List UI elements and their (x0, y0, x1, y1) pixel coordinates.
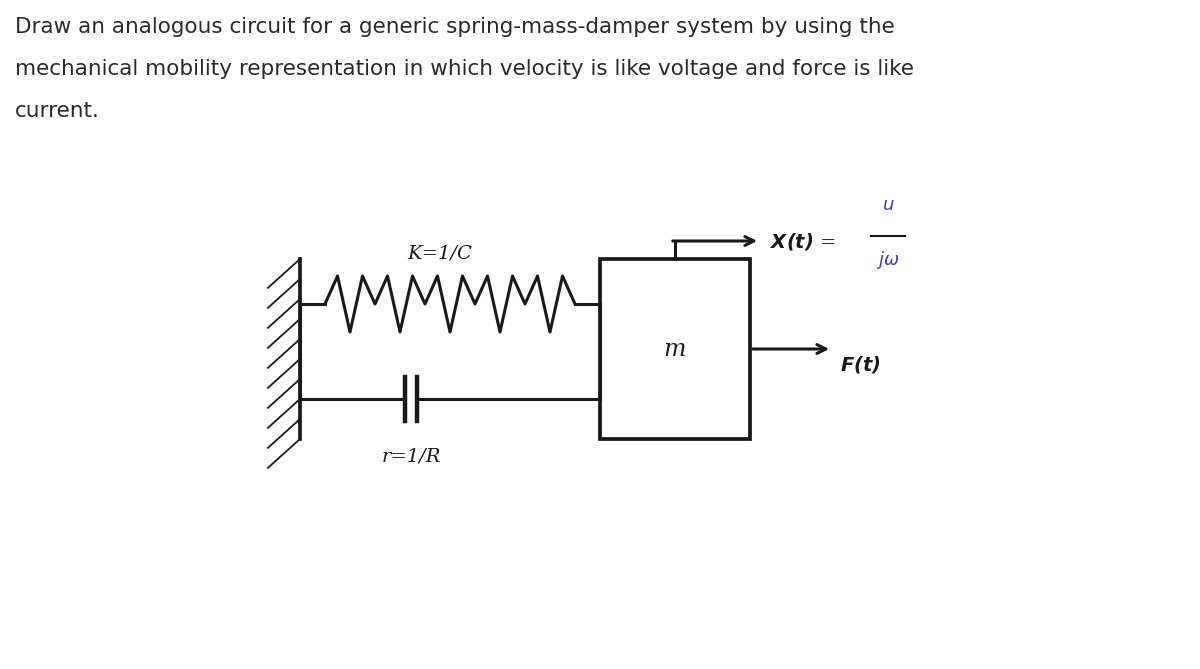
Text: Draw an analogous circuit for a generic spring-mass-damper system by using the: Draw an analogous circuit for a generic … (14, 17, 895, 37)
Bar (600, 259, 750, 439)
Text: K=1/C: K=1/C (408, 244, 473, 262)
Text: $\mathit{j\omega}$: $\mathit{j\omega}$ (876, 249, 900, 271)
Text: m: m (664, 337, 686, 361)
Text: $\bfit{X(t)}$ =: $\bfit{X(t)}$ = (770, 231, 835, 252)
Text: current.: current. (14, 101, 100, 121)
Text: mechanical mobility representation in which velocity is like voltage and force i: mechanical mobility representation in wh… (14, 59, 914, 79)
Text: r=1/R: r=1/R (382, 447, 440, 465)
Text: $\mathit{u}$: $\mathit{u}$ (882, 196, 894, 214)
Text: $\bfit{F(t)}$: $\bfit{F(t)}$ (840, 354, 881, 375)
